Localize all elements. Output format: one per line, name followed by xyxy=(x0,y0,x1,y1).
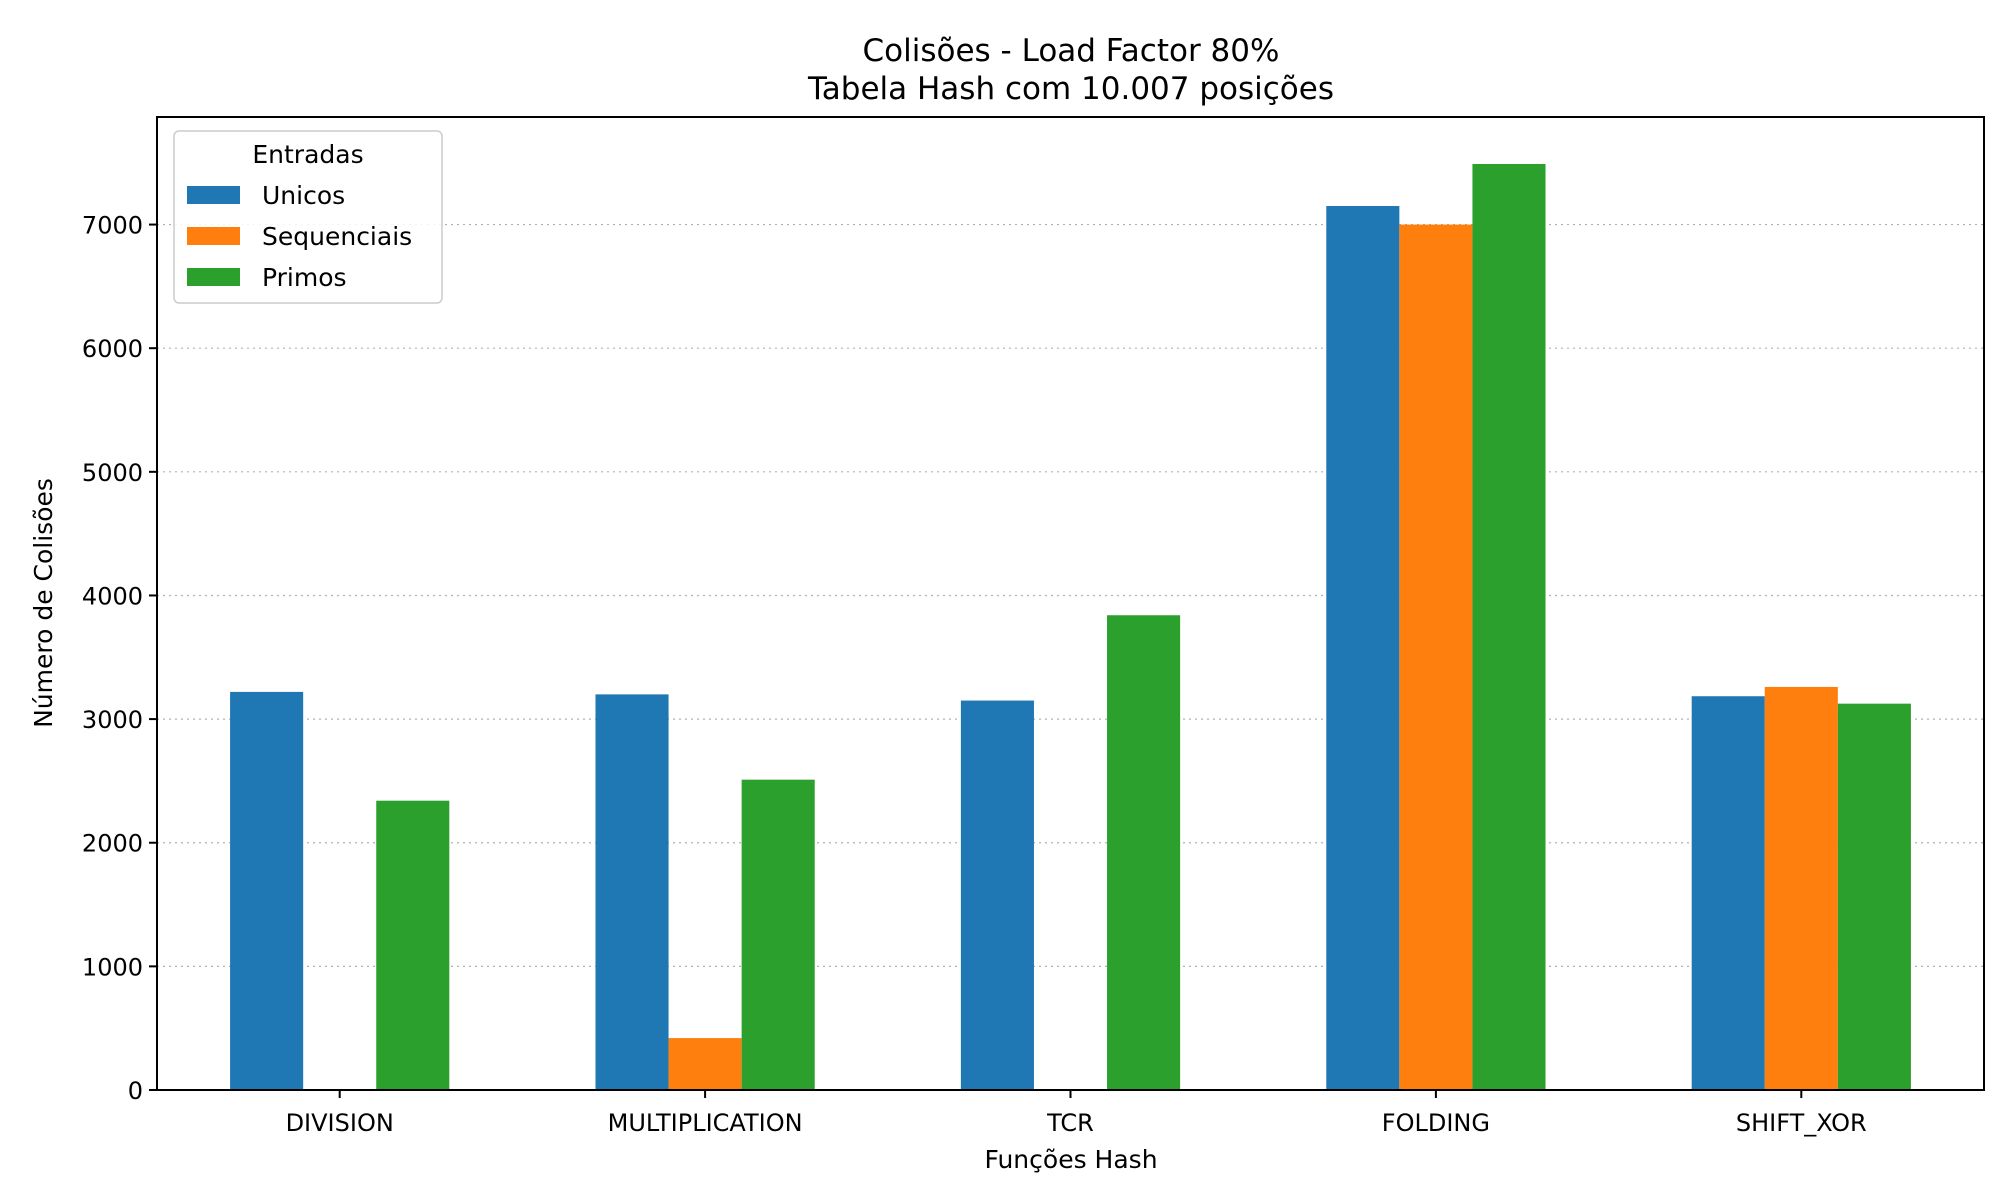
y-tick-label: 6000 xyxy=(82,335,143,363)
bar-shift_xor-unicos xyxy=(1691,696,1765,1090)
legend-frame xyxy=(173,130,443,304)
x-axis: DIVISION MULTIPLICATION TCR FOLDING SHIFT_XO… xyxy=(286,1090,1867,1137)
x-axis-label: Funções Hash xyxy=(984,1145,1157,1174)
x-tick-label: SHIFT_XOR xyxy=(1736,1109,1867,1137)
legend-swatch xyxy=(187,268,240,286)
bar-tcr-primos xyxy=(1107,615,1181,1090)
y-tick-label: 0 xyxy=(128,1077,143,1105)
chart-subtitle: Tabela Hash com 10.007 posições xyxy=(807,71,1334,107)
y-tick-label: 7000 xyxy=(82,212,143,240)
x-tick-label: MULTIPLICATION xyxy=(608,1109,803,1137)
legend-swatch xyxy=(187,227,240,245)
legend-title: Entradas xyxy=(252,140,363,169)
legend-label: Primos xyxy=(262,263,347,292)
legend-swatch xyxy=(187,186,240,204)
bar-multiplication-unicos xyxy=(595,694,669,1090)
bar-folding-unicos xyxy=(1326,206,1400,1090)
bar-multiplication-sequenciais xyxy=(668,1038,742,1090)
x-tick-label: TCR xyxy=(1046,1109,1094,1137)
y-tick-label: 4000 xyxy=(82,582,143,610)
bar-shift_xor-primos xyxy=(1837,703,1911,1090)
bars xyxy=(230,163,1911,1090)
y-axis: 0 1000 2000 3000 4000 5000 6000 7000 xyxy=(82,212,157,1105)
bar-shift_xor-sequenciais xyxy=(1764,686,1838,1090)
legend-label: Unicos xyxy=(262,181,345,210)
bar-tcr-unicos xyxy=(960,700,1034,1090)
legend-label: Sequenciais xyxy=(262,222,412,251)
bar-multiplication-primos xyxy=(741,779,815,1090)
bar-division-primos xyxy=(376,800,450,1090)
chart-title: Colisões - Load Factor 80% xyxy=(863,33,1280,69)
y-tick-label: 2000 xyxy=(82,830,143,858)
grid xyxy=(157,223,1984,967)
bar-folding-primos xyxy=(1472,163,1546,1090)
legend: Entradas Unicos Sequenciais Primos xyxy=(173,130,443,304)
y-axis-label: Número de Colisões xyxy=(29,478,58,728)
x-tick-label: FOLDING xyxy=(1382,1109,1490,1137)
bar-folding-sequenciais xyxy=(1399,224,1473,1090)
y-tick-label: 1000 xyxy=(82,953,143,981)
bar-division-unicos xyxy=(230,691,304,1090)
y-tick-label: 5000 xyxy=(82,459,143,487)
x-tick-label: DIVISION xyxy=(286,1109,394,1137)
y-tick-label: 3000 xyxy=(82,706,143,734)
